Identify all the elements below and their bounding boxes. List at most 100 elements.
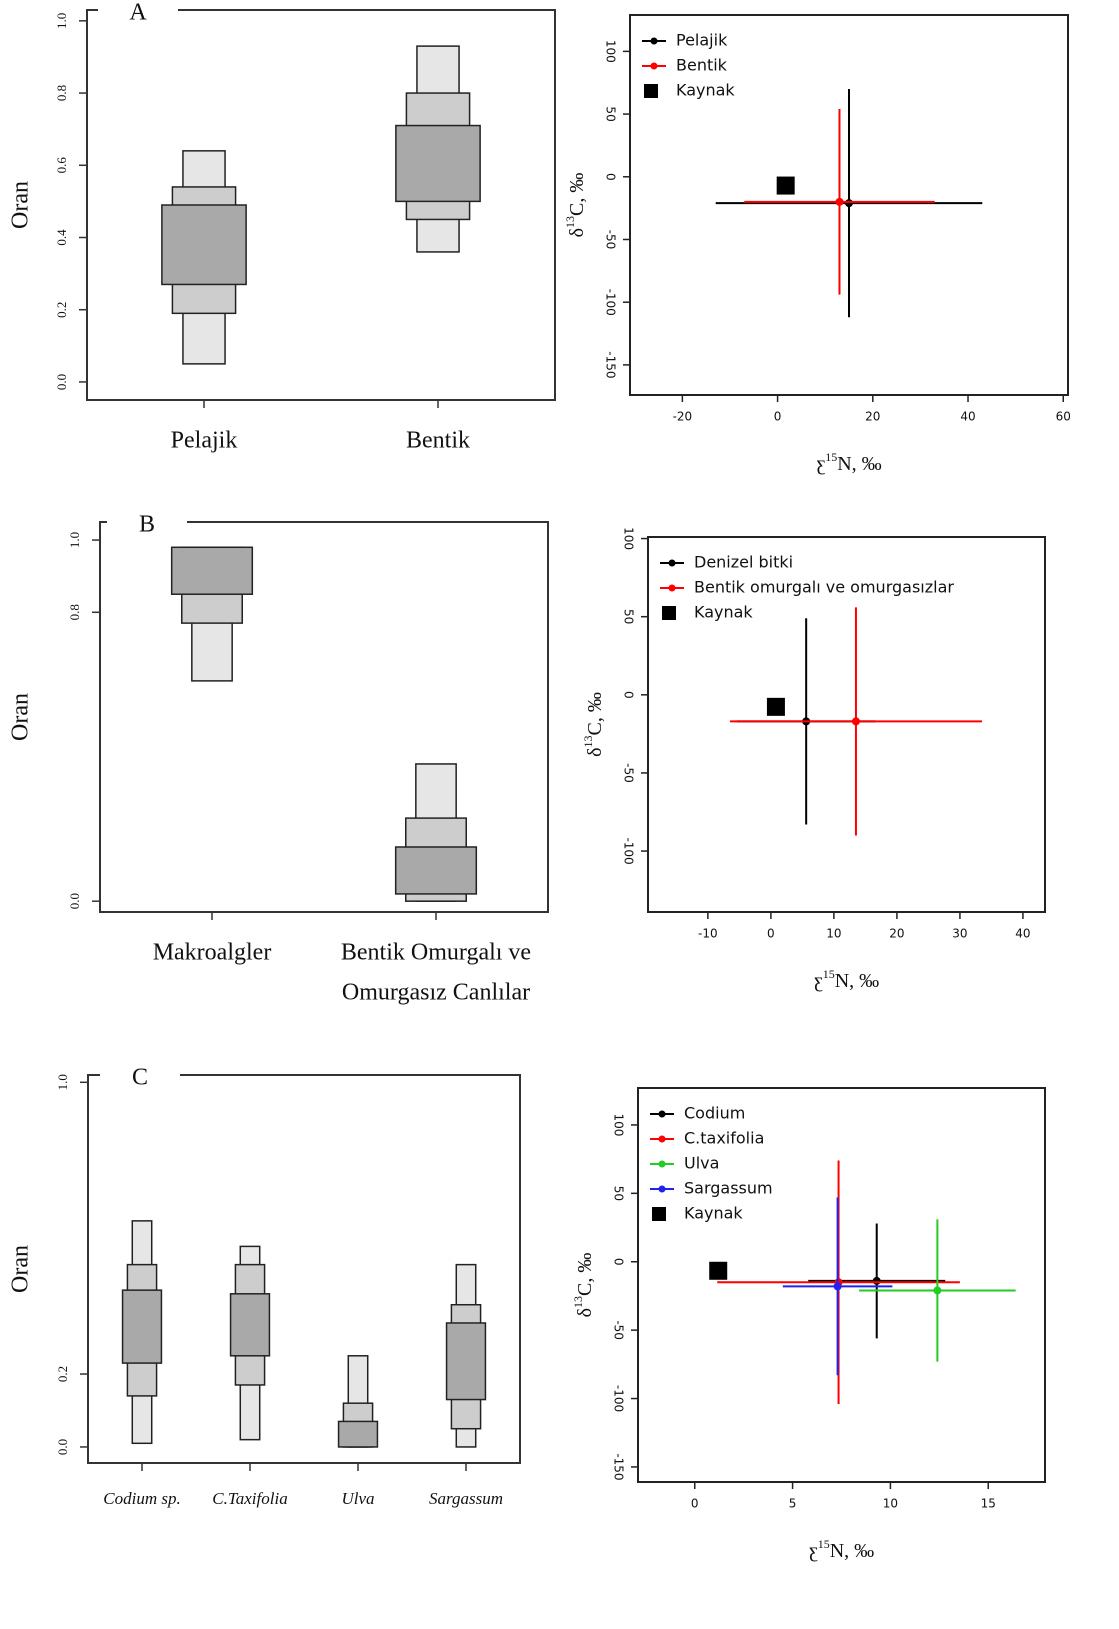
x-tick-label: Bentik: [406, 428, 470, 454]
x-tick-label: 0: [774, 410, 782, 424]
plot-frame: [99, 521, 549, 913]
y-tick-label: 0.2: [54, 302, 69, 318]
y-tick-label: -50: [604, 230, 618, 250]
point: [833, 1282, 842, 1291]
legend-label: Denizel bitki: [694, 553, 793, 572]
legend-label: Bentik: [676, 56, 728, 75]
axis-label: δ13C, ‰: [563, 173, 588, 238]
y-tick-label: 100: [622, 527, 636, 550]
axis-label-part: C, ‰: [566, 173, 588, 216]
x-tick-label: 0: [767, 927, 775, 941]
legend-swatch-dot: [650, 37, 658, 45]
legend-swatch-dot: [658, 1110, 666, 1118]
y-tick-label: 0: [612, 1258, 626, 1266]
y-tick-label: -100: [604, 289, 618, 316]
interval-box: [445, 1322, 487, 1401]
y-tick-label: 50: [612, 1186, 626, 1201]
y-axis-label: Oran: [8, 1245, 34, 1293]
axis-label-part: 13: [571, 1296, 585, 1308]
plot-frame: [87, 1074, 521, 1464]
x-tick-label: Pelajik: [171, 428, 238, 454]
interval-box: [121, 1289, 163, 1364]
y-tick-label: 0.4: [54, 229, 69, 246]
panel-label-bg: [100, 1071, 180, 1081]
interval-box: [337, 1420, 379, 1448]
source-point: [709, 1261, 728, 1280]
x-tick-label: Codium sp.: [103, 1489, 180, 1508]
x-tick-label: 60: [1056, 410, 1071, 424]
x-tick-label: Makroalgler: [153, 940, 272, 966]
legend-swatch-dot: [650, 62, 658, 70]
x-tick-label: 20: [889, 927, 904, 941]
axis-label: δ13C, ‰: [571, 1253, 596, 1318]
x-tick-label: 40: [960, 410, 975, 424]
axis-label: ƹ15N, ‰: [816, 450, 881, 475]
y-tick-label: -50: [612, 1320, 626, 1340]
legend-label: Kaynak: [676, 81, 735, 100]
legend-swatch-dot: [668, 559, 676, 567]
axis-label-part: ƹ: [816, 453, 825, 475]
point: [872, 1276, 881, 1285]
legend-swatch: [662, 606, 676, 620]
y-tick-label: 0.2: [55, 1366, 70, 1382]
point: [851, 717, 860, 726]
panel-label: C: [132, 1065, 148, 1091]
legend-swatch: [644, 84, 658, 98]
panel-label: B: [139, 512, 155, 538]
y-tick-label: 1.0: [54, 13, 69, 29]
y-tick-label: 50: [604, 106, 618, 121]
y-tick-label: -100: [622, 837, 636, 864]
y-tick-label: 100: [604, 40, 618, 63]
panel-label: A: [129, 0, 147, 26]
x-tick-label: 10: [883, 1497, 898, 1511]
axis-label-part: C, ‰: [574, 1253, 596, 1296]
interval-box: [170, 546, 254, 595]
legend-label: Pelajik: [676, 31, 728, 50]
x-tick-label: C.Taxifolia: [212, 1489, 287, 1508]
interval-box: [395, 124, 481, 203]
source-point: [766, 697, 785, 716]
y-tick-label: 100: [612, 1113, 626, 1136]
x-tick-label: 10: [826, 927, 841, 941]
legend-label: Kaynak: [694, 603, 753, 622]
y-tick-label: -150: [612, 1453, 626, 1480]
y-tick-label: 1.0: [55, 1074, 70, 1090]
y-tick-label: 50: [622, 609, 636, 624]
legend-swatch-dot: [658, 1135, 666, 1143]
panel-label-bg: [107, 518, 187, 528]
axis-label-part: ƹ: [814, 970, 823, 992]
legend-swatch-dot: [668, 584, 676, 592]
interval-box: [394, 846, 478, 895]
axis-label-part: 13: [581, 735, 595, 747]
x-tick-label: 20: [865, 410, 880, 424]
legend-label: Sargassum: [684, 1179, 773, 1198]
plot-frame: [637, 1087, 1046, 1483]
y-tick-label: 0.8: [54, 85, 69, 101]
y-tick-label: 0: [604, 173, 618, 181]
plot-frame: [647, 536, 1046, 913]
interval-box: [161, 204, 247, 286]
axis-label-part: ƹ: [809, 1540, 818, 1562]
legend-swatch-dot: [658, 1160, 666, 1168]
x-tick-label: 15: [981, 1497, 996, 1511]
axis-label: ƹ15N, ‰: [809, 1537, 874, 1562]
plot-frame: [86, 9, 556, 401]
y-tick-label: 0.0: [54, 374, 69, 390]
interval-box: [229, 1293, 271, 1357]
x-tick-label: 40: [1015, 927, 1030, 941]
axis-label-part: 15: [823, 967, 835, 981]
axis-label-part: 15: [818, 1537, 830, 1551]
legend-swatch-dot: [658, 1185, 666, 1193]
axis-label: ƹ15N, ‰: [814, 967, 879, 992]
y-tick-label: 0.6: [54, 157, 69, 174]
point: [835, 197, 844, 206]
y-tick-label: 1.0: [67, 532, 82, 548]
source-point: [776, 176, 795, 195]
y-tick-label: 0.0: [67, 893, 82, 909]
axis-label: δ13C, ‰: [581, 692, 606, 757]
y-tick-label: -150: [604, 351, 618, 378]
y-tick-label: -100: [612, 1385, 626, 1412]
x-tick-label: 5: [789, 1497, 797, 1511]
